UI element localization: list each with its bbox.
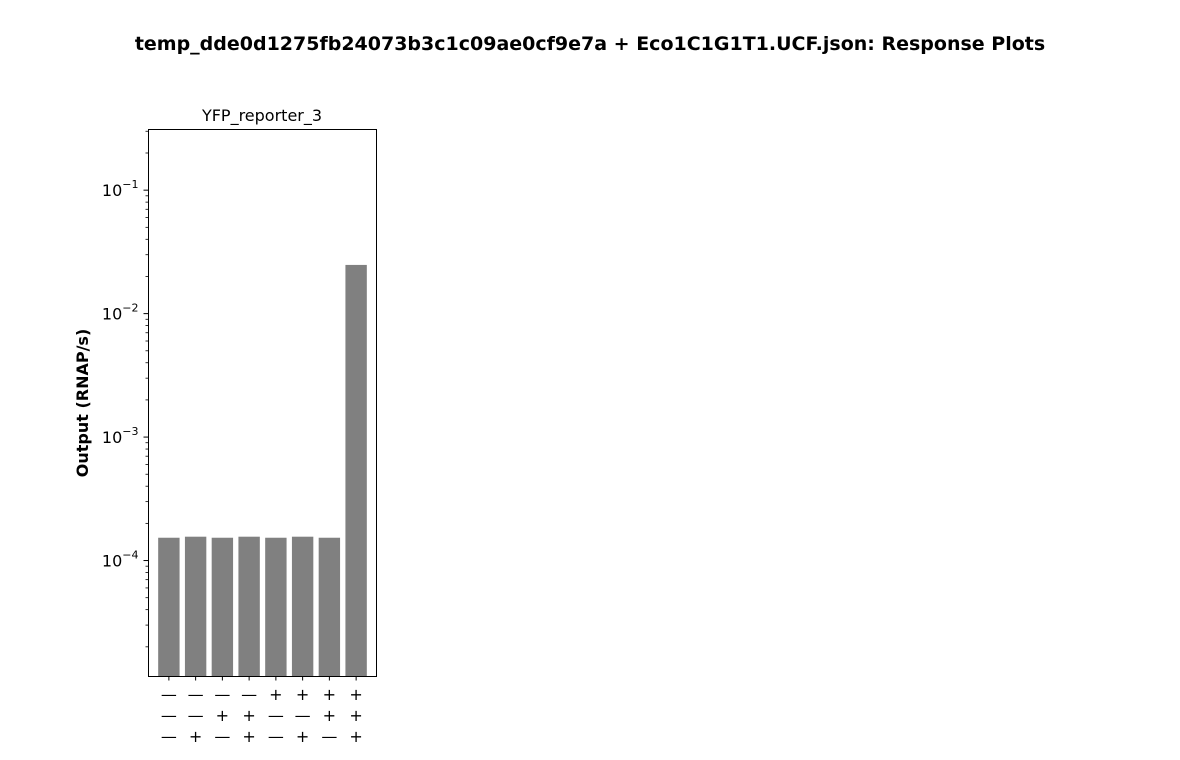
bar-2: [184, 536, 207, 677]
bar-3: [211, 537, 234, 677]
y-tick-label: 10−1: [102, 178, 139, 200]
x-labels-layer: — — — — — + — + — — + + + — — + — + + + — + + +: [161, 676, 363, 746]
subplot-title: YFP_reporter_3: [201, 106, 322, 126]
x-tick-label: +: [189, 727, 202, 746]
bar-8: [345, 264, 367, 677]
x-tick-label: —: [214, 685, 230, 704]
x-tick-label: +: [349, 706, 362, 725]
x-tick-label: +: [242, 706, 255, 725]
x-tick-label: —: [268, 706, 284, 725]
x-tick-label: +: [323, 685, 336, 704]
x-tick-label: —: [161, 685, 177, 704]
x-tick-label: —: [214, 727, 230, 746]
y-tick-label: 10−2: [102, 302, 139, 324]
bar-4: [238, 536, 260, 677]
x-tick-label: —: [241, 685, 257, 704]
x-tick-label: —: [268, 727, 284, 746]
y-axis-label: Output (RNAP/s): [73, 329, 92, 478]
bars-layer: [158, 264, 367, 677]
x-tick-label: +: [349, 685, 362, 704]
y-ticks-layer: 10−4 10−3 10−2 10−1: [102, 130, 149, 648]
bar-7: [318, 537, 341, 677]
x-tick-label: —: [188, 685, 204, 704]
x-tick-label: +: [269, 685, 282, 704]
x-tick-label: —: [161, 727, 177, 746]
y-tick-label: 10−4: [102, 549, 139, 571]
x-tick-label: +: [296, 727, 309, 746]
x-tick-label: +: [242, 727, 255, 746]
plot-frame: [148, 129, 377, 677]
x-tick-label: +: [323, 706, 336, 725]
bar-6: [291, 536, 314, 677]
bar-5: [265, 537, 287, 677]
y-tick-label: 10−3: [102, 425, 139, 447]
x-tick-label: +: [349, 727, 362, 746]
x-tick-label: —: [321, 727, 337, 746]
x-tick-label: —: [188, 706, 204, 725]
x-tick-label: +: [216, 706, 229, 725]
x-tick-label: —: [161, 706, 177, 725]
x-tick-label: +: [296, 685, 309, 704]
bar-1: [158, 537, 180, 677]
figure-title: temp_dde0d1275fb24073b3c1c09ae0cf9e7a + …: [134, 33, 1046, 55]
x-tick-label: —: [295, 706, 311, 725]
